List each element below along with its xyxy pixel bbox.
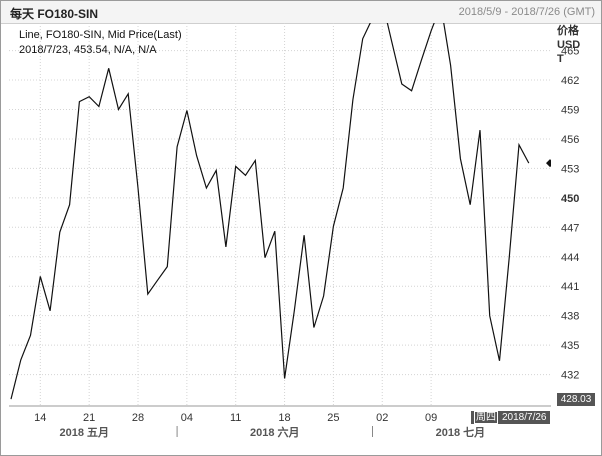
month-separators: [176, 426, 373, 437]
price-line: [10, 23, 530, 400]
y-tick-label: 438: [561, 311, 579, 323]
y-axis: 432 435 438 441 444 447 450 453 456 459 462 465: [561, 46, 579, 382]
month-label: 2018 六月: [250, 425, 300, 439]
date-range: 2018/5/9 - 2018/7/26 (GMT): [458, 6, 595, 18]
plot-area[interactable]: 14 21 28 04 11 18 25 02 09 2018 五月 2018 六月 2018 七月: [9, 23, 551, 455]
x-tick-label: 28: [132, 412, 144, 424]
y-tick-label: 453: [561, 163, 579, 175]
chart-title: 每天 FO180-SIN: [10, 7, 99, 21]
y-unit-line-t: T: [557, 53, 564, 65]
y-tick-label: 465: [561, 46, 579, 58]
x-tick-label: 11: [230, 412, 241, 424]
cursor-date-label: 周四 2018/7/26: [471, 411, 550, 424]
cursor-date: 2018/7/26: [502, 412, 547, 423]
month-labels: 2018 五月 2018 六月 2018 七月: [60, 425, 486, 439]
y-tick-label: 459: [561, 104, 579, 116]
x-tick-label: 14: [34, 412, 46, 424]
month-label: 2018 五月: [60, 426, 110, 439]
x-tick-label: 25: [327, 412, 339, 424]
last-value-label: 428.03: [557, 393, 595, 406]
title-bar: 每天 FO180-SIN 2018/5/9 - 2018/7/26 (GMT): [1, 1, 601, 24]
gridlines: [9, 23, 551, 406]
month-label: 2018 七月: [436, 425, 486, 439]
x-tick-label: 18: [278, 412, 290, 424]
y-tick-label: 432: [561, 370, 579, 382]
y-unit-line-currency: USD: [557, 39, 581, 51]
x-tick-labels: 14 21 28 04 11 18 25 02 09: [34, 412, 437, 424]
last-point-marker: [546, 159, 551, 168]
x-tick-label: 02: [376, 412, 388, 424]
legend-series: Line, FO180-SIN, Mid Price(Last): [19, 29, 182, 41]
y-unit-label: 价格 USD T: [557, 24, 580, 66]
y-tick-label: 450: [561, 193, 579, 205]
y-unit-line-price: 价格: [557, 25, 579, 37]
x-tick-label: 21: [83, 412, 95, 424]
y-tick-label: 444: [561, 252, 579, 264]
y-tick-label: 456: [561, 134, 579, 146]
x-tick-label: 04: [181, 412, 193, 424]
y-tick-labels: 432 435 438 441 444 447 450 453 456 459 462 465: [561, 46, 579, 382]
cursor-day: 周四: [474, 411, 498, 424]
y-tick-label: 447: [561, 222, 579, 234]
legend-values: 2018/7/23, 453.54, N/A, N/A: [19, 44, 157, 56]
y-tick-label: 441: [561, 281, 579, 293]
y-tick-label: 435: [561, 340, 579, 352]
y-tick-label: 462: [561, 75, 579, 87]
x-tick-label: 09: [425, 412, 437, 424]
